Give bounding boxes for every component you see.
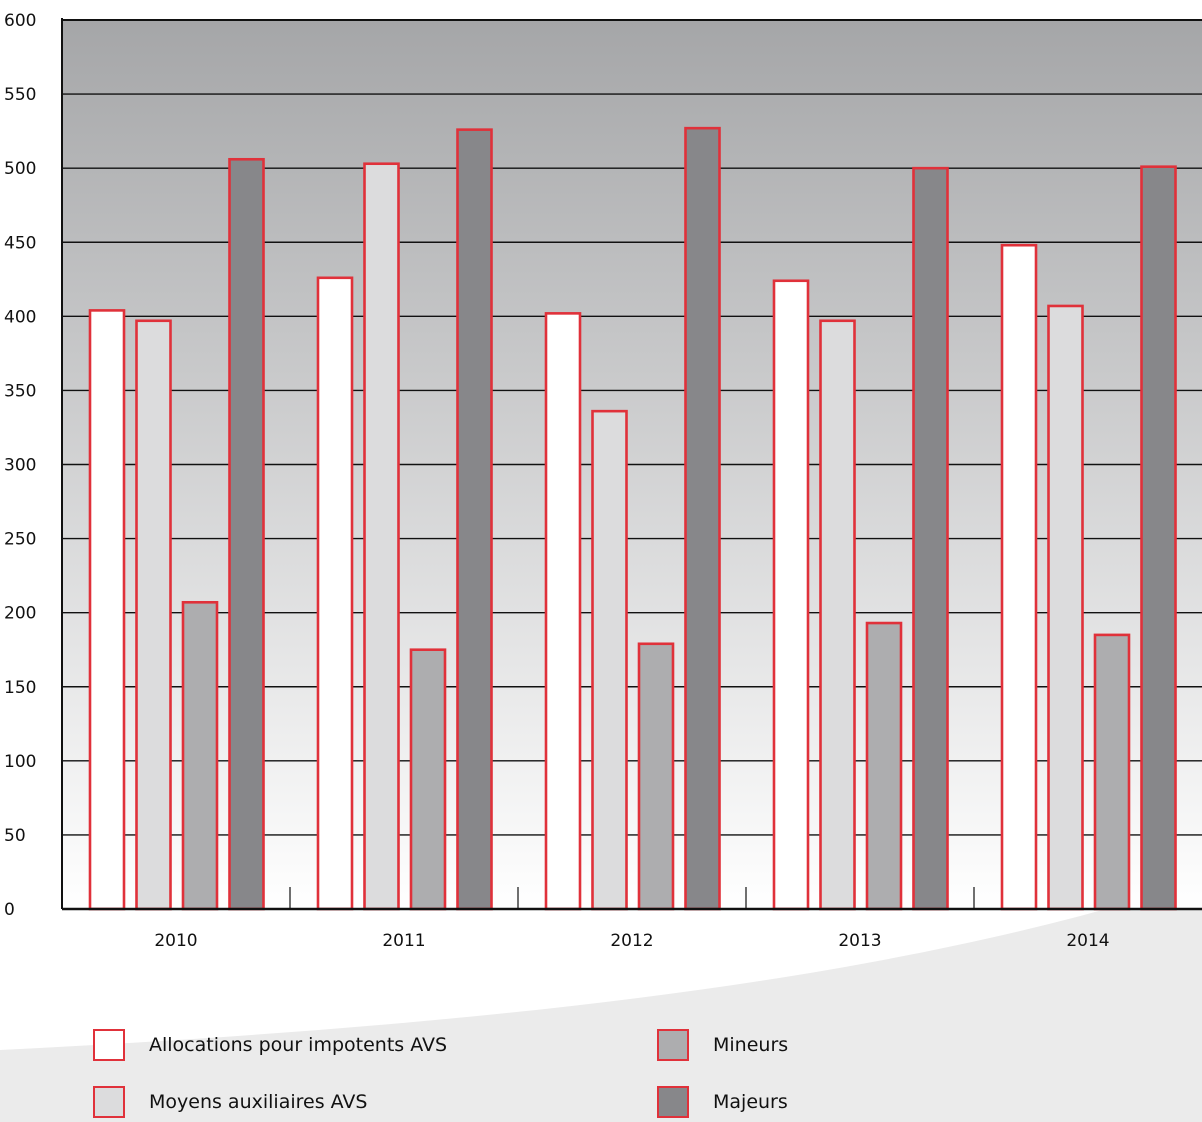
y-tick-label-150: 150 [4,678,36,698]
x-tick-label-2014: 2014 [1066,931,1109,951]
legend-swatch-allocations [93,1029,125,1061]
bar-2011-series-1 [316,276,354,911]
x-tick-label-2013: 2013 [838,931,881,951]
bar-2010-series-1 [88,309,126,911]
y-tick-label-250: 250 [4,530,36,550]
bar-chart: 0 50 100 150 200 250 300 350 400 450 500 550 600 201… [4,11,1202,951]
legend-item-allocations: Allocations pour impotents AVS [93,1027,447,1063]
legend-item-majeurs: Majeurs [657,1084,788,1120]
bar-2014-series-1 [1000,243,1038,911]
bar-2013-series-4 [912,166,949,911]
y-tick-label-300: 300 [4,456,36,476]
bar-2013-series-1 [772,279,810,911]
x-tick-label-2011: 2011 [382,931,425,951]
legend-label-mineurs: Mineurs [713,1034,789,1056]
y-tick-label-50: 50 [4,826,26,846]
x-axis-labels: 2010 2011 2012 2013 2014 [154,931,1109,951]
legend-swatch-mineurs [657,1029,689,1061]
y-tick-label-350: 350 [4,381,36,401]
x-tick-label-2012: 2012 [610,931,653,951]
bar-2012-series-4 [684,126,721,911]
bar-2010-series-4 [228,157,265,911]
x-tick-label-2010: 2010 [154,931,197,951]
legend-label-allocations: Allocations pour impotents AVS [149,1034,448,1056]
bar-2010-series-2 [135,319,172,911]
legend-swatch-majeurs [657,1086,689,1118]
legend-label-moyens: Moyens auxiliaires AVS [149,1091,368,1113]
bar-2014-series-4 [1140,165,1177,911]
y-tick-label-550: 550 [4,85,36,105]
bars [88,126,1177,911]
y-tick-label-100: 100 [4,752,36,772]
bar-2013-series-2 [819,319,856,911]
y-axis-labels: 0 50 100 150 200 250 300 350 400 450 500 550 600 [4,11,36,920]
legend-item-mineurs: Mineurs [657,1027,788,1063]
bar-2014-series-2 [1047,304,1084,911]
bar-2012-series-1 [544,312,582,911]
bar-2014-series-3 [1093,633,1131,911]
legend-label-majeurs: Majeurs [713,1091,788,1113]
legend-swatch-moyens [93,1086,125,1118]
bar-2011-series-2 [363,162,400,911]
axes [61,18,1202,911]
legend-item-moyens: Moyens auxiliaires AVS [93,1084,367,1120]
bar-2011-series-4 [456,128,493,911]
y-tick-label-450: 450 [4,233,36,253]
y-tick-label-0: 0 [4,900,15,920]
bar-2012-series-2 [591,409,628,911]
bar-2010-series-3 [181,600,219,911]
bar-2013-series-3 [865,621,903,911]
y-tick-label-400: 400 [4,307,36,327]
y-tick-label-500: 500 [4,159,36,179]
bar-2012-series-3 [637,642,675,911]
bar-2011-series-3 [409,648,447,911]
y-tick-label-600: 600 [4,11,36,31]
y-tick-label-200: 200 [4,604,36,624]
